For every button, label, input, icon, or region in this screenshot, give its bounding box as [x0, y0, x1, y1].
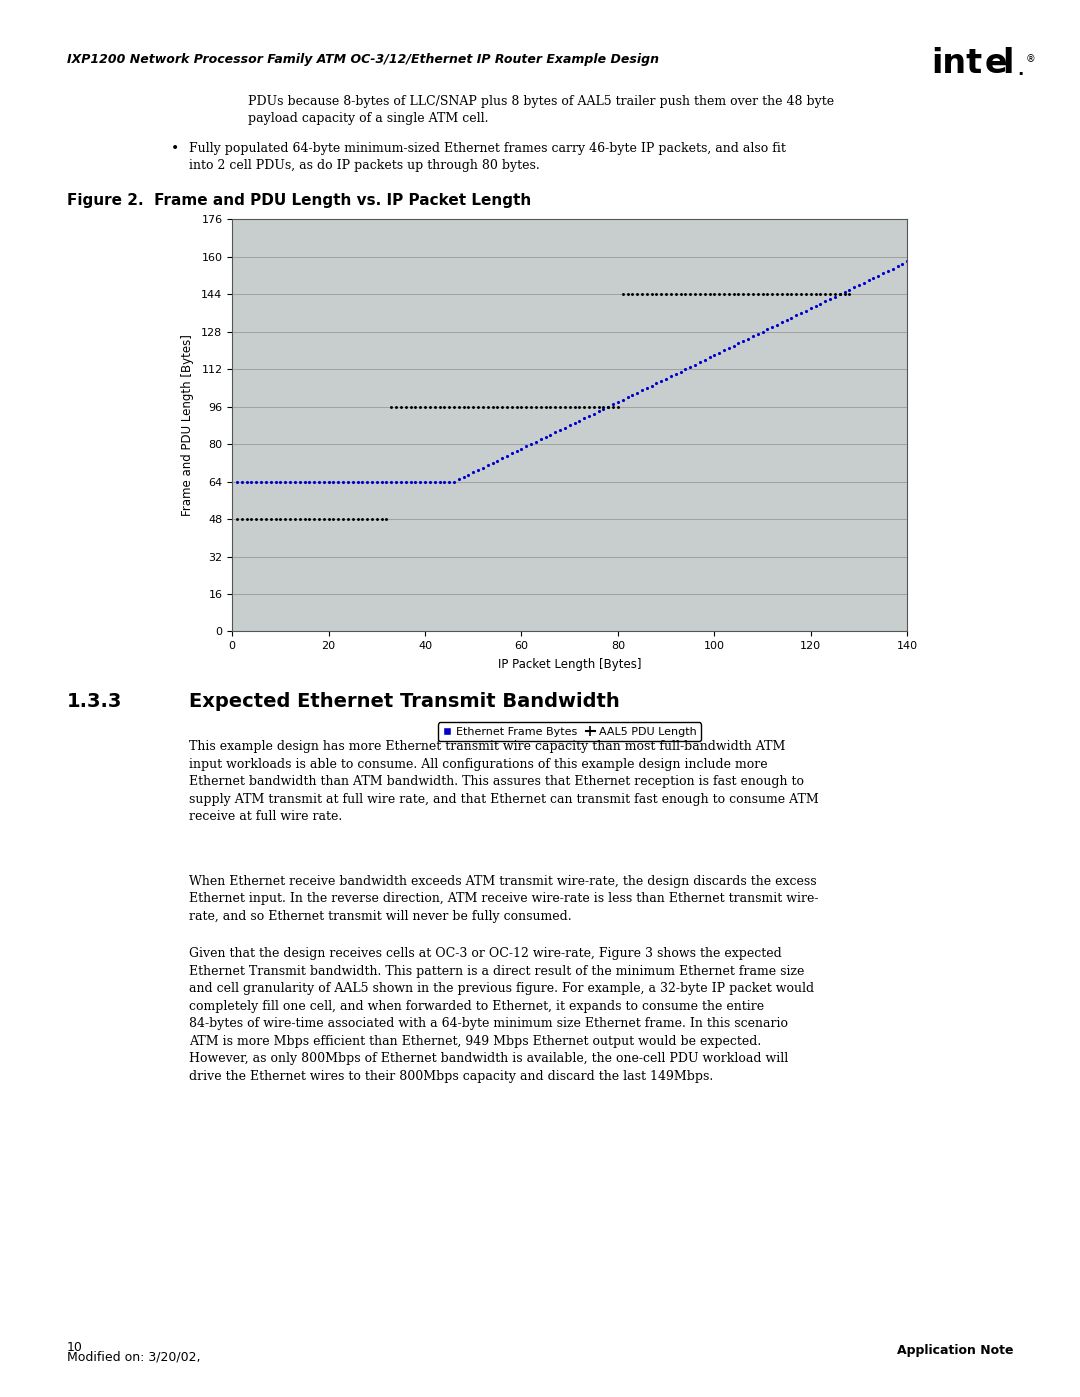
AAL5 PDU Length: [351, 511, 364, 528]
Ethernet Frame Bytes: [351, 474, 364, 490]
AAL5 PDU Length: [230, 511, 243, 528]
Text: int: int: [931, 47, 982, 81]
Ethernet Frame Bytes: [891, 258, 904, 275]
Ethernet Frame Bytes: [901, 253, 914, 270]
X-axis label: IP Packet Length [Bytes]: IP Packet Length [Bytes]: [498, 658, 642, 671]
Text: When Ethernet receive bandwidth exceeds ATM transmit wire-rate, the design disca: When Ethernet receive bandwidth exceeds …: [189, 875, 819, 922]
Ethernet Frame Bytes: [564, 416, 577, 433]
Text: This example design has more Ethernet transmit wire capacity than most full-band: This example design has more Ethernet tr…: [189, 740, 819, 823]
AAL5 PDU Length: [269, 511, 282, 528]
Line: AAL5 PDU Length: AAL5 PDU Length: [235, 180, 908, 521]
Ethernet Frame Bytes: [255, 474, 268, 490]
Legend: Ethernet Frame Bytes, AAL5 PDU Length: Ethernet Frame Bytes, AAL5 PDU Length: [438, 722, 701, 742]
Ethernet Frame Bytes: [269, 474, 282, 490]
Line: Ethernet Frame Bytes: Ethernet Frame Bytes: [235, 260, 909, 483]
Text: e: e: [985, 47, 1008, 81]
Text: 1.3.3: 1.3.3: [67, 692, 122, 711]
Text: Figure 2.  Frame and PDU Length vs. IP Packet Length: Figure 2. Frame and PDU Length vs. IP Pa…: [67, 193, 531, 208]
Ethernet Frame Bytes: [230, 474, 243, 490]
Text: PDUs because 8-bytes of LLC/SNAP plus 8 bytes of AAL5 trailer push them over the: PDUs because 8-bytes of LLC/SNAP plus 8 …: [248, 95, 835, 124]
Text: l: l: [1002, 47, 1014, 81]
AAL5 PDU Length: [298, 511, 311, 528]
Text: Given that the design receives cells at OC-3 or OC-12 wire-rate, Figure 3 shows : Given that the design receives cells at …: [189, 947, 814, 1083]
Text: •: •: [171, 142, 179, 156]
Text: Application Note: Application Note: [896, 1344, 1013, 1356]
AAL5 PDU Length: [896, 173, 909, 190]
Text: 10: 10: [67, 1341, 83, 1354]
Text: Modified on: 3/20/02,: Modified on: 3/20/02,: [67, 1351, 201, 1363]
Text: Fully populated 64-byte minimum-sized Ethernet frames carry 46-byte IP packets, : Fully populated 64-byte minimum-sized Et…: [189, 142, 786, 172]
AAL5 PDU Length: [901, 173, 914, 190]
Text: .: .: [1017, 61, 1024, 80]
AAL5 PDU Length: [848, 173, 861, 190]
Text: IXP1200 Network Processor Family ATM OC-3/12/Ethernet IP Router Example Design: IXP1200 Network Processor Family ATM OC-…: [67, 53, 659, 66]
Text: Expected Ethernet Transmit Bandwidth: Expected Ethernet Transmit Bandwidth: [189, 692, 620, 711]
AAL5 PDU Length: [255, 511, 268, 528]
Text: ®: ®: [1026, 54, 1036, 64]
Ethernet Frame Bytes: [298, 474, 311, 490]
Y-axis label: Frame and PDU Length [Bytes]: Frame and PDU Length [Bytes]: [181, 334, 194, 517]
AAL5 PDU Length: [564, 398, 577, 415]
